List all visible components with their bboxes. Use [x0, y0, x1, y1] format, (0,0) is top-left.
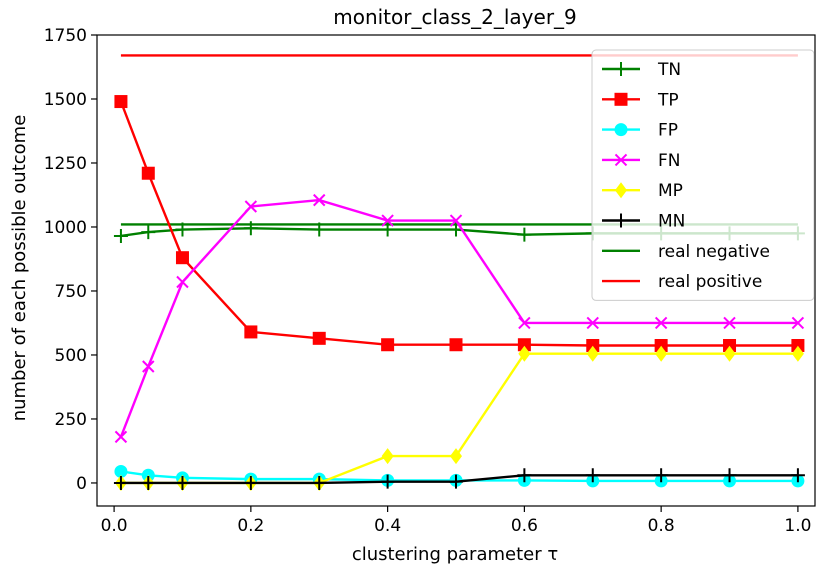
- data-point-fn: [518, 316, 531, 330]
- legend-label: TP: [657, 90, 679, 110]
- data-point-mp: [723, 345, 736, 362]
- y-axis-label: number of each possible outcome: [9, 115, 30, 422]
- data-point-tn: [113, 228, 128, 243]
- x-tick-label: 0.6: [511, 516, 538, 536]
- legend-marker: [614, 62, 628, 76]
- series-tp: [114, 95, 805, 353]
- data-point-fn: [244, 200, 258, 213]
- data-point-tn: [380, 222, 395, 237]
- series-fn: [114, 193, 805, 444]
- y-tick-label: 0: [76, 474, 87, 494]
- legend: TN TP FP FN MP MN real negative real positive: [591, 49, 815, 301]
- data-point-tp: [791, 339, 805, 353]
- legend-marker: [614, 92, 628, 106]
- y-tick-label: 750: [55, 282, 87, 302]
- data-point-tp: [141, 166, 155, 180]
- data-point-mn: [585, 468, 600, 483]
- data-point-tn: [312, 222, 327, 237]
- plot-frame: [96, 34, 816, 507]
- legend-marker: [614, 123, 628, 137]
- legend-label: MP: [658, 181, 683, 201]
- data-point-tn: [243, 221, 258, 236]
- legend-label: TN: [657, 60, 681, 80]
- series-mn: [113, 468, 805, 490]
- data-point-fn: [313, 193, 326, 207]
- legend-marker: [614, 153, 628, 167]
- data-point-mn: [722, 468, 737, 483]
- data-point-mp: [655, 345, 668, 362]
- data-point-mp: [791, 345, 804, 362]
- data-point-fn: [142, 360, 155, 373]
- data-point-mn: [175, 475, 190, 490]
- data-point-mp: [518, 345, 531, 362]
- data-point-tn: [175, 222, 190, 237]
- x-tick-label: 0.0: [101, 516, 128, 536]
- data-point-fn: [586, 316, 599, 330]
- data-point-mp: [381, 448, 394, 465]
- data-point-mn: [654, 468, 669, 483]
- legend-box: [591, 49, 815, 301]
- data-point-mp: [450, 448, 462, 465]
- y-tick-label: 1000: [44, 218, 87, 238]
- data-point-mn: [113, 475, 128, 490]
- data-point-tp: [517, 338, 531, 352]
- data-point-tn: [517, 227, 532, 242]
- x-tick-label: 1.0: [784, 516, 811, 536]
- data-point-tp: [654, 339, 668, 353]
- data-point-fn: [654, 316, 668, 330]
- data-point-mn: [517, 468, 532, 483]
- data-point-mn: [449, 474, 463, 489]
- x-tick-label: 0.8: [648, 516, 675, 536]
- x-axis-label: clustering parameter τ: [352, 544, 558, 565]
- series-line-fn: [119, 198, 798, 438]
- data-point-fn: [381, 214, 394, 227]
- legend-marker: [614, 213, 628, 228]
- data-point-mn: [790, 468, 805, 483]
- data-point-mn: [312, 475, 327, 490]
- legend-label: MN: [658, 212, 685, 232]
- data-point-tp: [175, 251, 189, 265]
- data-point-mp: [586, 345, 599, 362]
- y-tick-label: 1750: [44, 26, 87, 46]
- data-point-mn: [380, 474, 395, 489]
- y-tick-label: 1500: [44, 90, 87, 110]
- series-line-mp: [120, 352, 798, 485]
- data-point-fn: [723, 316, 736, 330]
- data-point-tn: [141, 225, 156, 240]
- data-point-tp: [381, 338, 395, 352]
- series-mp: [114, 345, 804, 491]
- data-point-fn: [114, 430, 128, 444]
- series-line-tp: [119, 101, 798, 347]
- data-point-fn: [449, 214, 463, 227]
- data-point-mn: [141, 475, 156, 490]
- data-point-fn: [176, 275, 189, 289]
- data-point-mn: [243, 475, 258, 490]
- data-point-tp: [244, 325, 258, 339]
- data-point-tp: [312, 331, 326, 345]
- legend-label: real negative: [658, 242, 770, 262]
- chart-title: monitor_class_2_layer_9: [333, 5, 577, 29]
- data-point-fp: [114, 464, 128, 478]
- data-point-tp: [449, 338, 463, 352]
- y-tick-label: 1250: [44, 154, 87, 174]
- legend-marker: [615, 182, 627, 199]
- y-tick-label: 250: [55, 410, 87, 430]
- data-point-tp: [723, 339, 737, 353]
- legend-label: FN: [658, 151, 681, 171]
- data-point-tp: [114, 95, 128, 109]
- x-tick-label: 0.4: [374, 516, 401, 536]
- legend-label: real positive: [658, 272, 762, 292]
- data-point-fn: [791, 316, 805, 330]
- legend-label: FP: [658, 121, 678, 141]
- y-tick-label: 500: [55, 346, 87, 366]
- data-point-tp: [586, 339, 600, 353]
- x-tick-label: 0.2: [237, 516, 264, 536]
- plot-area: 0.0 0.2 0.4 0.6 0.8 1.0 0 250 500 750 1000 1250 1500…: [44, 26, 816, 536]
